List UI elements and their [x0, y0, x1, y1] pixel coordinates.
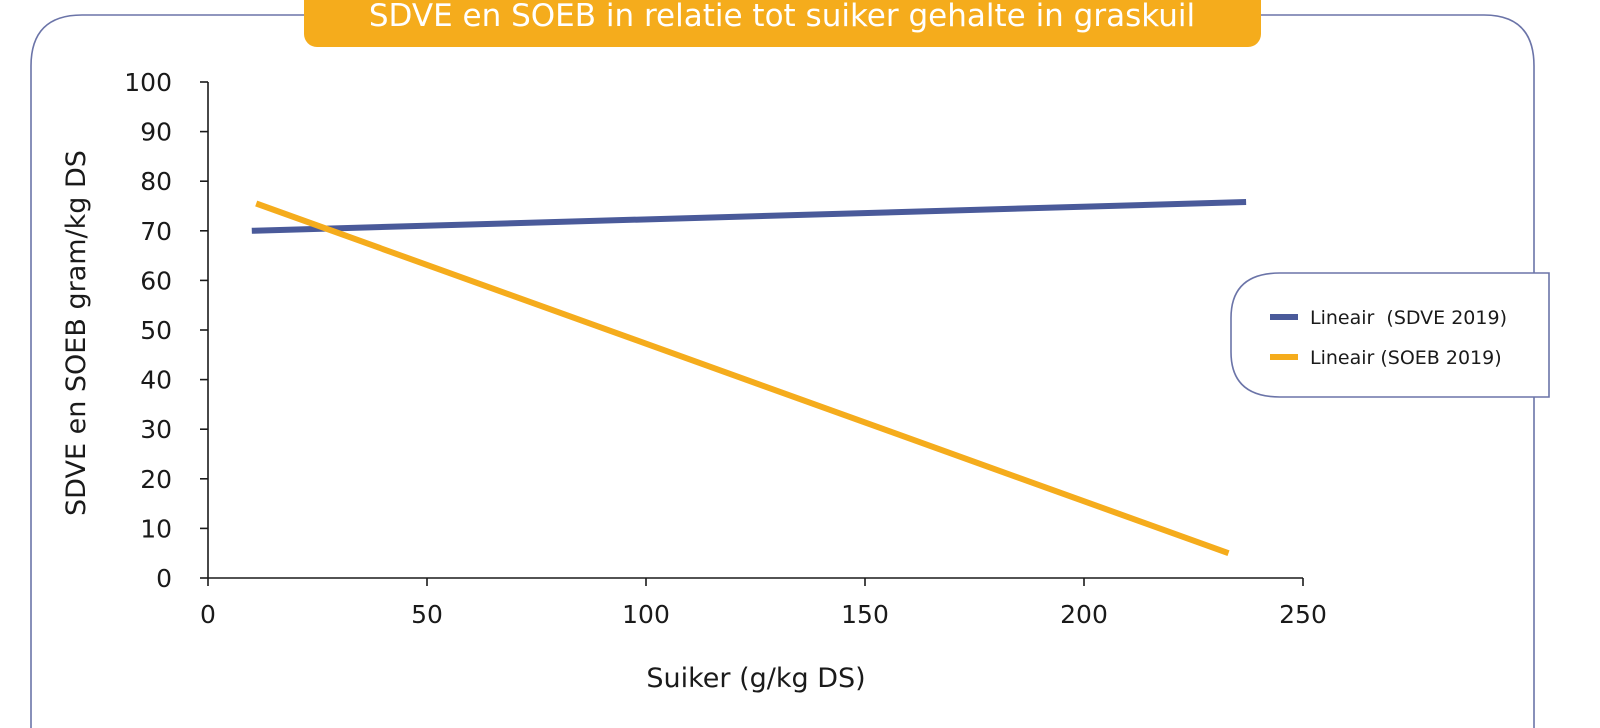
y-tick-label: 60	[140, 266, 172, 295]
y-tick-label: 0	[156, 564, 172, 593]
legend-label-2: Lineair (SOEB 2019)	[1310, 347, 1502, 369]
y-tick-label: 20	[140, 465, 172, 494]
series-line-1	[251, 199, 1247, 234]
x-tick-label: 150	[841, 600, 889, 629]
legend: Lineair (SDVE 2019) Lineair (SOEB 2019)	[1230, 272, 1550, 398]
y-tick-label: 70	[140, 217, 172, 246]
y-axis-title: SDVE en SOEB gram/kg DS	[61, 150, 92, 516]
x-axis-title: Suiker (g/kg DS)	[646, 663, 865, 694]
legend-label-1: Lineair (SDVE 2019)	[1310, 307, 1507, 329]
x-tick-label: 250	[1279, 600, 1327, 629]
x-tick-label: 50	[411, 600, 443, 629]
y-tick-label: 10	[140, 514, 172, 543]
y-tick-label: 50	[140, 316, 172, 345]
series-line-2	[255, 200, 1230, 557]
x-tick-label: 200	[1060, 600, 1108, 629]
axes: 0 10 20 30 40 50 60 70 80 90 100 0 50 100 150 200 250	[124, 68, 1327, 629]
legend-box	[1230, 272, 1550, 398]
y-tick-label: 30	[140, 415, 172, 444]
x-tick-label: 100	[622, 600, 670, 629]
y-tick-label: 40	[140, 366, 172, 395]
y-tick-label: 80	[140, 167, 172, 196]
series	[251, 199, 1247, 557]
x-tick-label: 0	[200, 600, 216, 629]
title-banner	[304, 0, 1261, 47]
y-tick-label: 100	[124, 68, 172, 97]
chart-title: SDVE en SOEB in relatie tot suiker gehal…	[369, 0, 1195, 34]
y-tick-label: 90	[140, 118, 172, 147]
